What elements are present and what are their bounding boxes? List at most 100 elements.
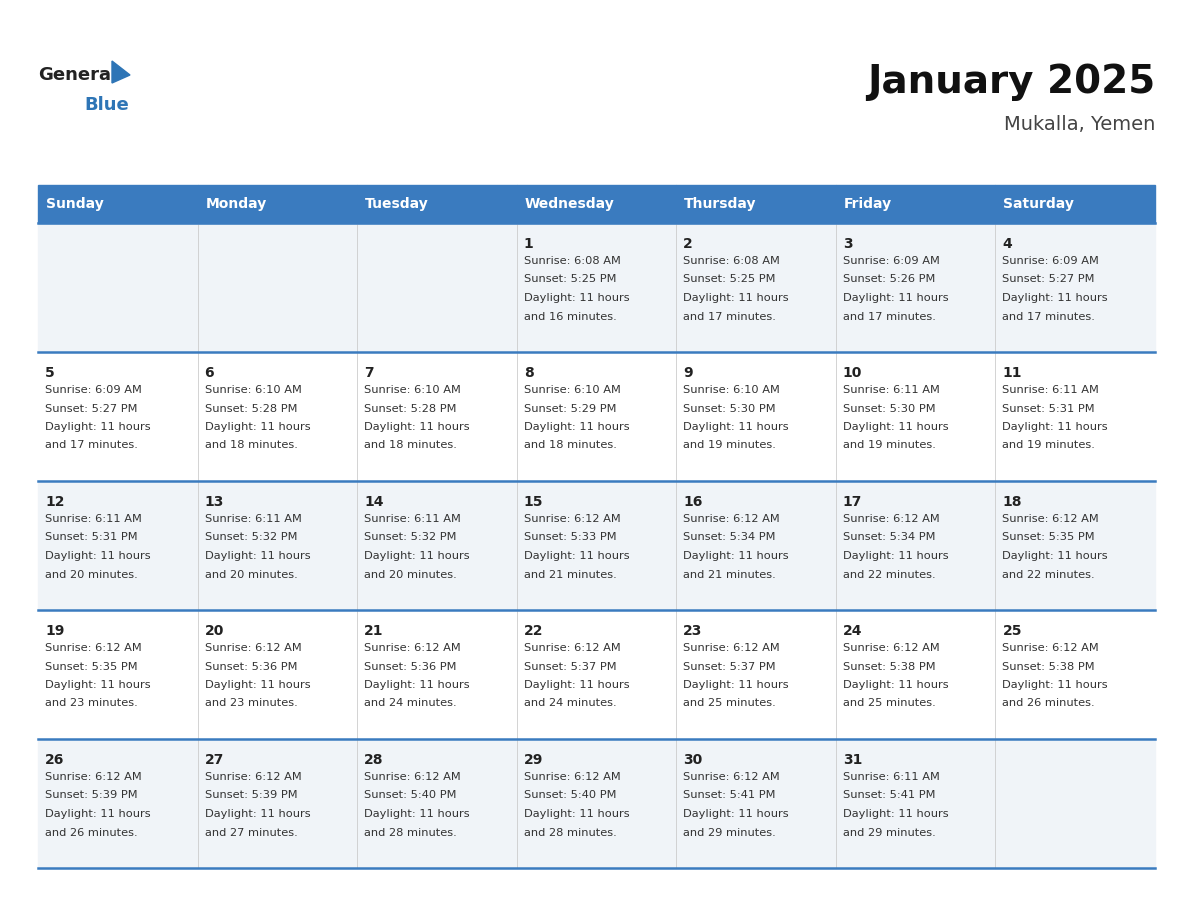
Text: Sunrise: 6:12 AM: Sunrise: 6:12 AM xyxy=(204,772,302,782)
Text: and 18 minutes.: and 18 minutes. xyxy=(204,441,297,451)
Text: Daylight: 11 hours: Daylight: 11 hours xyxy=(365,551,469,561)
Text: Daylight: 11 hours: Daylight: 11 hours xyxy=(524,680,630,690)
Text: Daylight: 11 hours: Daylight: 11 hours xyxy=(1003,680,1108,690)
Text: 30: 30 xyxy=(683,753,702,767)
Text: 26: 26 xyxy=(45,753,64,767)
Text: 2: 2 xyxy=(683,237,693,251)
Text: and 19 minutes.: and 19 minutes. xyxy=(683,441,776,451)
Text: Sunset: 5:36 PM: Sunset: 5:36 PM xyxy=(204,662,297,671)
Text: and 22 minutes.: and 22 minutes. xyxy=(1003,569,1095,579)
Text: Daylight: 11 hours: Daylight: 11 hours xyxy=(842,680,948,690)
Bar xyxy=(996,610,1155,739)
Bar xyxy=(38,481,197,610)
Polygon shape xyxy=(112,61,129,83)
Text: Friday: Friday xyxy=(843,197,892,211)
Text: 4: 4 xyxy=(1003,237,1012,251)
Bar xyxy=(197,185,358,223)
Bar xyxy=(517,185,676,223)
Bar xyxy=(197,223,358,352)
Bar xyxy=(517,610,676,739)
Bar xyxy=(996,185,1155,223)
Text: and 19 minutes.: and 19 minutes. xyxy=(842,441,936,451)
Text: Sunset: 5:38 PM: Sunset: 5:38 PM xyxy=(1003,662,1095,671)
Text: Daylight: 11 hours: Daylight: 11 hours xyxy=(842,422,948,432)
Text: Sunday: Sunday xyxy=(46,197,103,211)
Text: Sunrise: 6:10 AM: Sunrise: 6:10 AM xyxy=(683,385,781,395)
Text: Sunrise: 6:11 AM: Sunrise: 6:11 AM xyxy=(1003,385,1099,395)
Text: Daylight: 11 hours: Daylight: 11 hours xyxy=(365,680,469,690)
Text: Sunrise: 6:12 AM: Sunrise: 6:12 AM xyxy=(683,514,781,524)
Bar xyxy=(996,739,1155,868)
Bar xyxy=(38,352,197,481)
Text: Sunrise: 6:08 AM: Sunrise: 6:08 AM xyxy=(683,256,781,266)
Text: Sunset: 5:35 PM: Sunset: 5:35 PM xyxy=(1003,532,1095,543)
Text: Daylight: 11 hours: Daylight: 11 hours xyxy=(524,293,630,303)
Text: 8: 8 xyxy=(524,366,533,380)
Text: Sunrise: 6:08 AM: Sunrise: 6:08 AM xyxy=(524,256,620,266)
Text: Sunset: 5:27 PM: Sunset: 5:27 PM xyxy=(45,404,138,413)
Text: 17: 17 xyxy=(842,495,862,509)
Text: Daylight: 11 hours: Daylight: 11 hours xyxy=(683,551,789,561)
Text: 23: 23 xyxy=(683,624,702,638)
Text: Daylight: 11 hours: Daylight: 11 hours xyxy=(524,422,630,432)
Text: Sunset: 5:29 PM: Sunset: 5:29 PM xyxy=(524,404,617,413)
Bar xyxy=(38,185,197,223)
Text: Sunset: 5:32 PM: Sunset: 5:32 PM xyxy=(365,532,456,543)
Text: Sunrise: 6:09 AM: Sunrise: 6:09 AM xyxy=(842,256,940,266)
Bar xyxy=(517,481,676,610)
Text: 31: 31 xyxy=(842,753,862,767)
Text: Daylight: 11 hours: Daylight: 11 hours xyxy=(842,809,948,819)
Text: and 23 minutes.: and 23 minutes. xyxy=(204,699,297,709)
Text: 1: 1 xyxy=(524,237,533,251)
Text: Sunrise: 6:11 AM: Sunrise: 6:11 AM xyxy=(842,385,940,395)
Text: and 21 minutes.: and 21 minutes. xyxy=(524,569,617,579)
Text: Sunrise: 6:10 AM: Sunrise: 6:10 AM xyxy=(365,385,461,395)
Text: and 20 minutes.: and 20 minutes. xyxy=(204,569,297,579)
Text: and 17 minutes.: and 17 minutes. xyxy=(45,441,138,451)
Text: Daylight: 11 hours: Daylight: 11 hours xyxy=(842,293,948,303)
Text: Sunrise: 6:09 AM: Sunrise: 6:09 AM xyxy=(45,385,141,395)
Text: 5: 5 xyxy=(45,366,55,380)
Text: Daylight: 11 hours: Daylight: 11 hours xyxy=(524,809,630,819)
Text: and 17 minutes.: and 17 minutes. xyxy=(683,311,776,321)
Text: Daylight: 11 hours: Daylight: 11 hours xyxy=(204,809,310,819)
Text: Sunset: 5:30 PM: Sunset: 5:30 PM xyxy=(683,404,776,413)
Bar xyxy=(996,481,1155,610)
Text: and 22 minutes.: and 22 minutes. xyxy=(842,569,935,579)
Bar xyxy=(676,481,836,610)
Bar xyxy=(676,739,836,868)
Text: Sunset: 5:41 PM: Sunset: 5:41 PM xyxy=(683,790,776,800)
Text: Sunrise: 6:11 AM: Sunrise: 6:11 AM xyxy=(365,514,461,524)
Text: Daylight: 11 hours: Daylight: 11 hours xyxy=(1003,551,1108,561)
Text: Mukalla, Yemen: Mukalla, Yemen xyxy=(1004,116,1155,135)
Text: 25: 25 xyxy=(1003,624,1022,638)
Text: 18: 18 xyxy=(1003,495,1022,509)
Text: 27: 27 xyxy=(204,753,225,767)
Text: and 20 minutes.: and 20 minutes. xyxy=(365,569,457,579)
Text: Sunrise: 6:12 AM: Sunrise: 6:12 AM xyxy=(45,772,141,782)
Bar xyxy=(836,481,996,610)
Text: Sunrise: 6:12 AM: Sunrise: 6:12 AM xyxy=(204,643,302,653)
Text: Daylight: 11 hours: Daylight: 11 hours xyxy=(683,422,789,432)
Bar xyxy=(38,610,197,739)
Text: General: General xyxy=(38,66,118,84)
Bar xyxy=(996,223,1155,352)
Text: and 17 minutes.: and 17 minutes. xyxy=(1003,311,1095,321)
Text: Sunrise: 6:12 AM: Sunrise: 6:12 AM xyxy=(842,514,940,524)
Text: and 25 minutes.: and 25 minutes. xyxy=(842,699,936,709)
Bar xyxy=(676,223,836,352)
Text: Monday: Monday xyxy=(206,197,267,211)
Bar xyxy=(358,223,517,352)
Bar xyxy=(197,352,358,481)
Text: 11: 11 xyxy=(1003,366,1022,380)
Text: Sunset: 5:31 PM: Sunset: 5:31 PM xyxy=(45,532,138,543)
Bar xyxy=(517,352,676,481)
Bar xyxy=(836,352,996,481)
Text: Sunset: 5:37 PM: Sunset: 5:37 PM xyxy=(524,662,617,671)
Text: and 16 minutes.: and 16 minutes. xyxy=(524,311,617,321)
Text: 20: 20 xyxy=(204,624,225,638)
Text: and 24 minutes.: and 24 minutes. xyxy=(524,699,617,709)
Text: Daylight: 11 hours: Daylight: 11 hours xyxy=(45,680,151,690)
Bar xyxy=(358,739,517,868)
Text: and 19 minutes.: and 19 minutes. xyxy=(1003,441,1095,451)
